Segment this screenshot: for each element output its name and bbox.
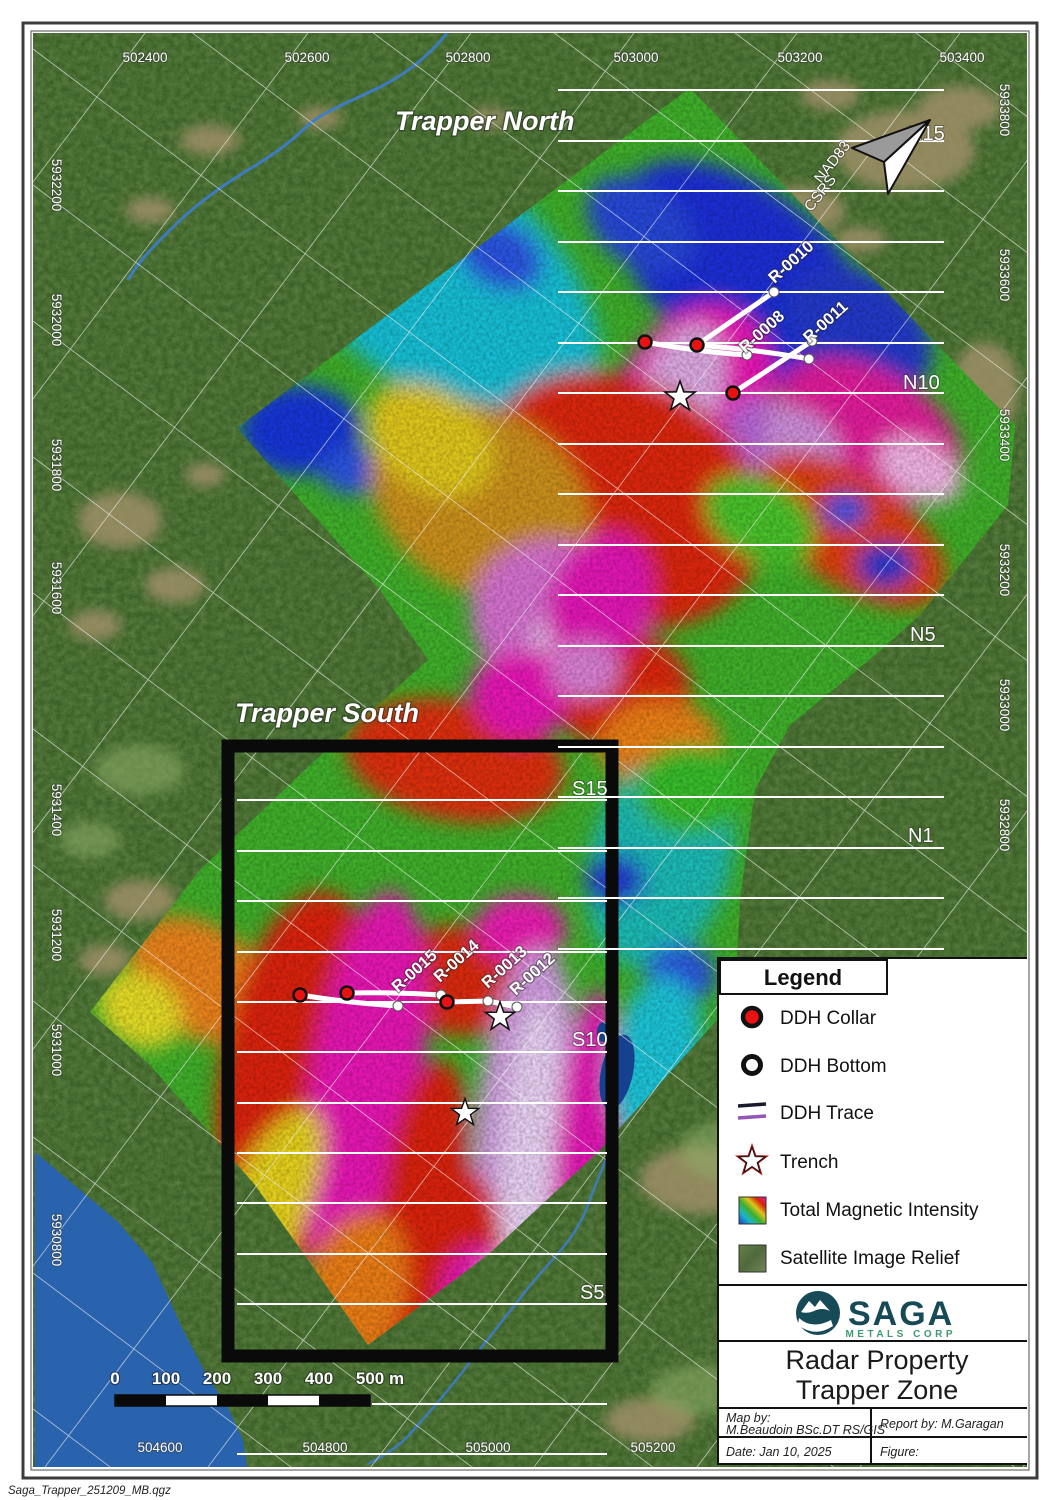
svg-text:5933000: 5933000 <box>997 679 1012 732</box>
line-label-n1: N1 <box>908 825 934 847</box>
svg-text:502600: 502600 <box>284 50 329 65</box>
line-label-s5: S5 <box>580 1282 604 1304</box>
svg-text:5931600: 5931600 <box>49 562 64 615</box>
date: Date: Jan 10, 2025 <box>726 1445 832 1459</box>
ddh-trace-legend-icon <box>737 1102 767 1120</box>
line-label-s15: S15 <box>572 778 608 800</box>
ddh-collar-markers <box>292 334 741 1010</box>
grid-labels-top: 502400 502600 502800 503000 503200 50340… <box>121 49 985 66</box>
svg-text:5931400: 5931400 <box>49 784 64 837</box>
river-southeast <box>367 1094 627 1466</box>
legend-item-label: DDH Collar <box>780 1008 877 1029</box>
svg-text:5931000: 5931000 <box>49 1024 64 1077</box>
map-title-line1: Radar Property <box>785 1345 969 1375</box>
area-label-trapper-north: Trapper North <box>395 106 575 136</box>
figure: Figure: <box>880 1445 919 1459</box>
saga-logo-icon <box>796 1291 840 1335</box>
scale-tick-100: 100 <box>152 1369 180 1388</box>
scale-tick-300: 300 <box>254 1369 282 1388</box>
svg-text:5932800: 5932800 <box>997 799 1012 852</box>
file-caption: Saga_Trapper_251209_MB.qgz <box>8 1485 171 1497</box>
legend-title-box <box>719 959 888 995</box>
svg-text:502400: 502400 <box>122 50 167 65</box>
svg-text:5933600: 5933600 <box>997 249 1012 302</box>
brand-subtitle: METALS CORP <box>845 1329 956 1340</box>
river-northwest <box>126 33 449 281</box>
trapper-south-outline <box>221 739 619 1363</box>
map-by-value: M.Beaudoin BSc.DT RS/GIS <box>726 1423 886 1437</box>
legend-item-label: DDH Trace <box>780 1103 874 1124</box>
ddh-traces <box>297 289 815 1010</box>
svg-text:5931200: 5931200 <box>49 909 64 962</box>
title-block: SAGA METALS CORP Radar Property Trapper … <box>717 1284 1027 1465</box>
grid-labels-right: 5933800 5933600 5933400 5933200 5933000 … <box>996 83 1013 853</box>
legend-item-label: Satellite Image Relief <box>780 1248 960 1269</box>
water-body <box>35 1152 247 1467</box>
svg-text:5933200: 5933200 <box>997 544 1012 597</box>
legend-panel: Legend DDH Collar DDH Bottom DDH Trace T… <box>717 957 1027 1286</box>
svg-text:503000: 503000 <box>613 50 658 65</box>
satellite-legend-swatch <box>738 1244 767 1273</box>
line-label-n10: N10 <box>903 372 940 394</box>
area-label-trapper-south: Trapper South <box>235 698 419 728</box>
north-arrow-icon <box>851 119 931 195</box>
scale-tick-500m: 500 m <box>356 1369 404 1388</box>
svg-text:5931800: 5931800 <box>49 439 64 492</box>
map-frame <box>21 21 1039 1480</box>
scale-tick-200: 200 <box>203 1369 231 1388</box>
map-title-line2: Trapper Zone <box>796 1375 959 1405</box>
grid-labels-bottom: 504600 504800 505000 505200 <box>136 1439 676 1456</box>
svg-text:503200: 503200 <box>777 50 822 65</box>
svg-text:5930800: 5930800 <box>49 1214 64 1267</box>
svg-text:502800: 502800 <box>445 50 490 65</box>
report-by: Report by: M.Garagan <box>880 1417 1004 1431</box>
survey-lines-south <box>237 799 607 1455</box>
ddh-collar-legend-icon <box>740 1005 764 1029</box>
svg-text:504800: 504800 <box>302 1440 347 1455</box>
scale-bar: 0 100 200 300 400 500 m <box>109 1368 405 1407</box>
tmi-legend-swatch <box>738 1196 767 1225</box>
survey-lines-north <box>558 89 944 950</box>
grid-labels-left: 5932200 5932000 5931800 5931600 5931400 … <box>48 158 65 1268</box>
legend-title: Legend <box>764 965 842 990</box>
svg-text:503400: 503400 <box>939 50 984 65</box>
scale-tick-0: 0 <box>110 1369 119 1388</box>
svg-text:5933800: 5933800 <box>997 84 1012 137</box>
line-label-n5: N5 <box>910 624 936 646</box>
legend-item-label: Trench <box>780 1152 838 1173</box>
svg-text:505000: 505000 <box>465 1440 510 1455</box>
legend-item-label: DDH Bottom <box>780 1056 887 1077</box>
ddh-bottom-legend-icon <box>741 1054 763 1076</box>
svg-text:504600: 504600 <box>137 1440 182 1455</box>
map-by-label: Map by: <box>726 1411 770 1425</box>
line-label-s10: S10 <box>572 1029 608 1051</box>
brand-name: SAGA <box>848 1295 954 1333</box>
scale-tick-400: 400 <box>305 1369 333 1388</box>
svg-text:5933400: 5933400 <box>997 409 1012 462</box>
svg-text:5932000: 5932000 <box>49 294 64 347</box>
svg-text:5932200: 5932200 <box>49 159 64 212</box>
legend-item-label: Total Magnetic Intensity <box>780 1200 979 1221</box>
svg-text:505200: 505200 <box>630 1440 675 1455</box>
